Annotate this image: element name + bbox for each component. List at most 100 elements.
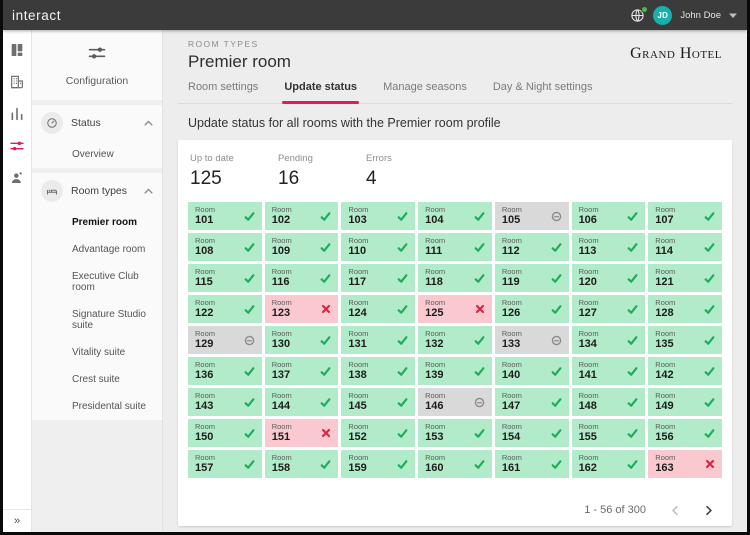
room-cell-155[interactable]: Room 155 xyxy=(571,419,646,447)
room-cell-106[interactable]: Room 106 xyxy=(571,202,646,230)
room-cell-124[interactable]: Room 124 xyxy=(341,295,416,323)
room-info: Room 163 xyxy=(655,453,705,475)
sidebar-item-vitality-suite[interactable]: Vitality suite xyxy=(72,347,126,358)
room-cell-129[interactable]: Room 129 xyxy=(188,326,262,354)
room-cell-143[interactable]: Room 143 xyxy=(188,388,262,416)
room-cell-134[interactable]: Room 134 xyxy=(571,326,646,354)
room-info: Room 148 xyxy=(579,391,628,413)
sidebar-item-advantage-room[interactable]: Advantage room xyxy=(72,244,146,255)
sidebar-item-presidental-suite[interactable]: Presidental suite xyxy=(72,401,146,412)
room-number: 161 xyxy=(501,462,521,474)
pagination-prev-button[interactable] xyxy=(670,505,681,516)
rail-item-guests[interactable] xyxy=(9,169,26,186)
room-cell-145[interactable]: Room 145 xyxy=(341,388,416,416)
room-cell-144[interactable]: Room 144 xyxy=(264,388,339,416)
tab-update-status[interactable]: Update status xyxy=(282,81,359,104)
room-cell-109[interactable]: Room 109 xyxy=(264,233,339,261)
room-cell-154[interactable]: Room 154 xyxy=(494,419,569,447)
sidebar-section-header-room-types[interactable]: Room types xyxy=(32,173,162,209)
room-cell-105[interactable]: Room 105 xyxy=(494,202,569,230)
sidebar-item-premier-room[interactable]: Premier room xyxy=(72,217,138,228)
room-cell-157[interactable]: Room 157 xyxy=(188,450,262,478)
room-cell-136[interactable]: Room 136 xyxy=(188,357,262,385)
room-cell-133[interactable]: Room 133 xyxy=(494,326,569,354)
room-cell-label: Room xyxy=(348,391,369,400)
rail-item-configuration[interactable] xyxy=(9,137,26,154)
room-cell-163[interactable]: Room 163 xyxy=(648,450,722,478)
tab-day-night-settings[interactable]: Day & Night settings xyxy=(492,81,593,93)
gauge-icon xyxy=(46,117,58,129)
room-cell-121[interactable]: Room 121 xyxy=(648,264,722,292)
user-menu-caret[interactable] xyxy=(729,13,737,18)
pagination-next-button[interactable] xyxy=(703,505,714,516)
room-cell-118[interactable]: Room 118 xyxy=(418,264,492,292)
room-cell-130[interactable]: Room 130 xyxy=(264,326,339,354)
room-cell-107[interactable]: Room 107 xyxy=(648,202,722,230)
room-cell-132[interactable]: Room 132 xyxy=(418,326,492,354)
room-cell-153[interactable]: Room 153 xyxy=(418,419,492,447)
room-cell-117[interactable]: Room 117 xyxy=(341,264,416,292)
sidebar-expand-button[interactable]: » xyxy=(3,509,31,532)
room-cell-113[interactable]: Room 113 xyxy=(571,233,646,261)
room-cell-135[interactable]: Room 135 xyxy=(648,326,722,354)
sidebar-section-header-status[interactable]: Status xyxy=(32,105,162,141)
language-globe-button[interactable] xyxy=(630,5,649,23)
room-cell-138[interactable]: Room 138 xyxy=(341,357,416,385)
room-cell-147[interactable]: Room 147 xyxy=(494,388,569,416)
room-cell-120[interactable]: Room 120 xyxy=(571,264,646,292)
room-cell-102[interactable]: Room 102 xyxy=(264,202,339,230)
room-cell-137[interactable]: Room 137 xyxy=(264,357,339,385)
sidebar-item-signature-studio-suite[interactable]: Signature Studio suite xyxy=(72,309,146,331)
avatar[interactable]: JD xyxy=(653,5,673,25)
check-icon xyxy=(704,304,715,315)
room-cell-160[interactable]: Room 160 xyxy=(418,450,492,478)
main-content: ROOM TYPES Premier room Grand Hotel Room… xyxy=(163,30,747,532)
room-cell-122[interactable]: Room 122 xyxy=(188,295,262,323)
room-cell-141[interactable]: Room 141 xyxy=(571,357,646,385)
room-cell-114[interactable]: Room 114 xyxy=(648,233,722,261)
room-cell-158[interactable]: Room 158 xyxy=(264,450,339,478)
room-cell-151[interactable]: Room 151 xyxy=(264,419,339,447)
room-cell-127[interactable]: Room 127 xyxy=(571,295,646,323)
rail-item-property[interactable] xyxy=(9,73,26,90)
tab-room-settings[interactable]: Room settings xyxy=(188,81,259,93)
room-cell-128[interactable]: Room 128 xyxy=(648,295,722,323)
room-status xyxy=(320,211,331,222)
room-cell-123[interactable]: Room 123 xyxy=(264,295,339,323)
room-cell-126[interactable]: Room 126 xyxy=(494,295,569,323)
room-cell-140[interactable]: Room 140 xyxy=(494,357,569,385)
room-cell-162[interactable]: Room 162 xyxy=(571,450,646,478)
room-cell-159[interactable]: Room 159 xyxy=(341,450,416,478)
room-cell-104[interactable]: Room 104 xyxy=(418,202,492,230)
room-cell-131[interactable]: Room 131 xyxy=(341,326,416,354)
check-icon xyxy=(627,428,638,439)
room-cell-149[interactable]: Room 149 xyxy=(648,388,722,416)
room-cell-125[interactable]: Room 125 xyxy=(418,295,492,323)
room-cell-103[interactable]: Room 103 xyxy=(341,202,416,230)
room-info: Room 118 xyxy=(425,267,474,289)
room-number: 133 xyxy=(501,338,521,350)
rail-item-reports[interactable] xyxy=(9,105,26,122)
room-cell-161[interactable]: Room 161 xyxy=(494,450,569,478)
sidebar-item-executive-club-room[interactable]: Executive Club room xyxy=(72,271,139,293)
room-cell-label: Room xyxy=(348,298,369,307)
room-cell-110[interactable]: Room 110 xyxy=(341,233,416,261)
sidebar-item-overview[interactable]: Overview xyxy=(72,149,114,160)
room-cell-111[interactable]: Room 111 xyxy=(418,233,492,261)
room-cell-108[interactable]: Room 108 xyxy=(188,233,262,261)
room-cell-115[interactable]: Room 115 xyxy=(188,264,262,292)
tab-manage-seasons[interactable]: Manage seasons xyxy=(383,81,467,93)
room-cell-112[interactable]: Room 112 xyxy=(494,233,569,261)
room-cell-119[interactable]: Room 119 xyxy=(494,264,569,292)
sidebar-item-crest-suite[interactable]: Crest suite xyxy=(72,374,120,385)
rail-item-dashboard[interactable] xyxy=(9,41,26,58)
room-cell-116[interactable]: Room 116 xyxy=(264,264,339,292)
room-cell-142[interactable]: Room 142 xyxy=(648,357,722,385)
room-cell-148[interactable]: Room 148 xyxy=(571,388,646,416)
room-cell-146[interactable]: Room 146 xyxy=(418,388,492,416)
room-cell-156[interactable]: Room 156 xyxy=(648,419,722,447)
room-cell-152[interactable]: Room 152 xyxy=(341,419,416,447)
room-cell-101[interactable]: Room 101 xyxy=(188,202,262,230)
room-cell-150[interactable]: Room 150 xyxy=(188,419,262,447)
room-cell-139[interactable]: Room 139 xyxy=(418,357,492,385)
